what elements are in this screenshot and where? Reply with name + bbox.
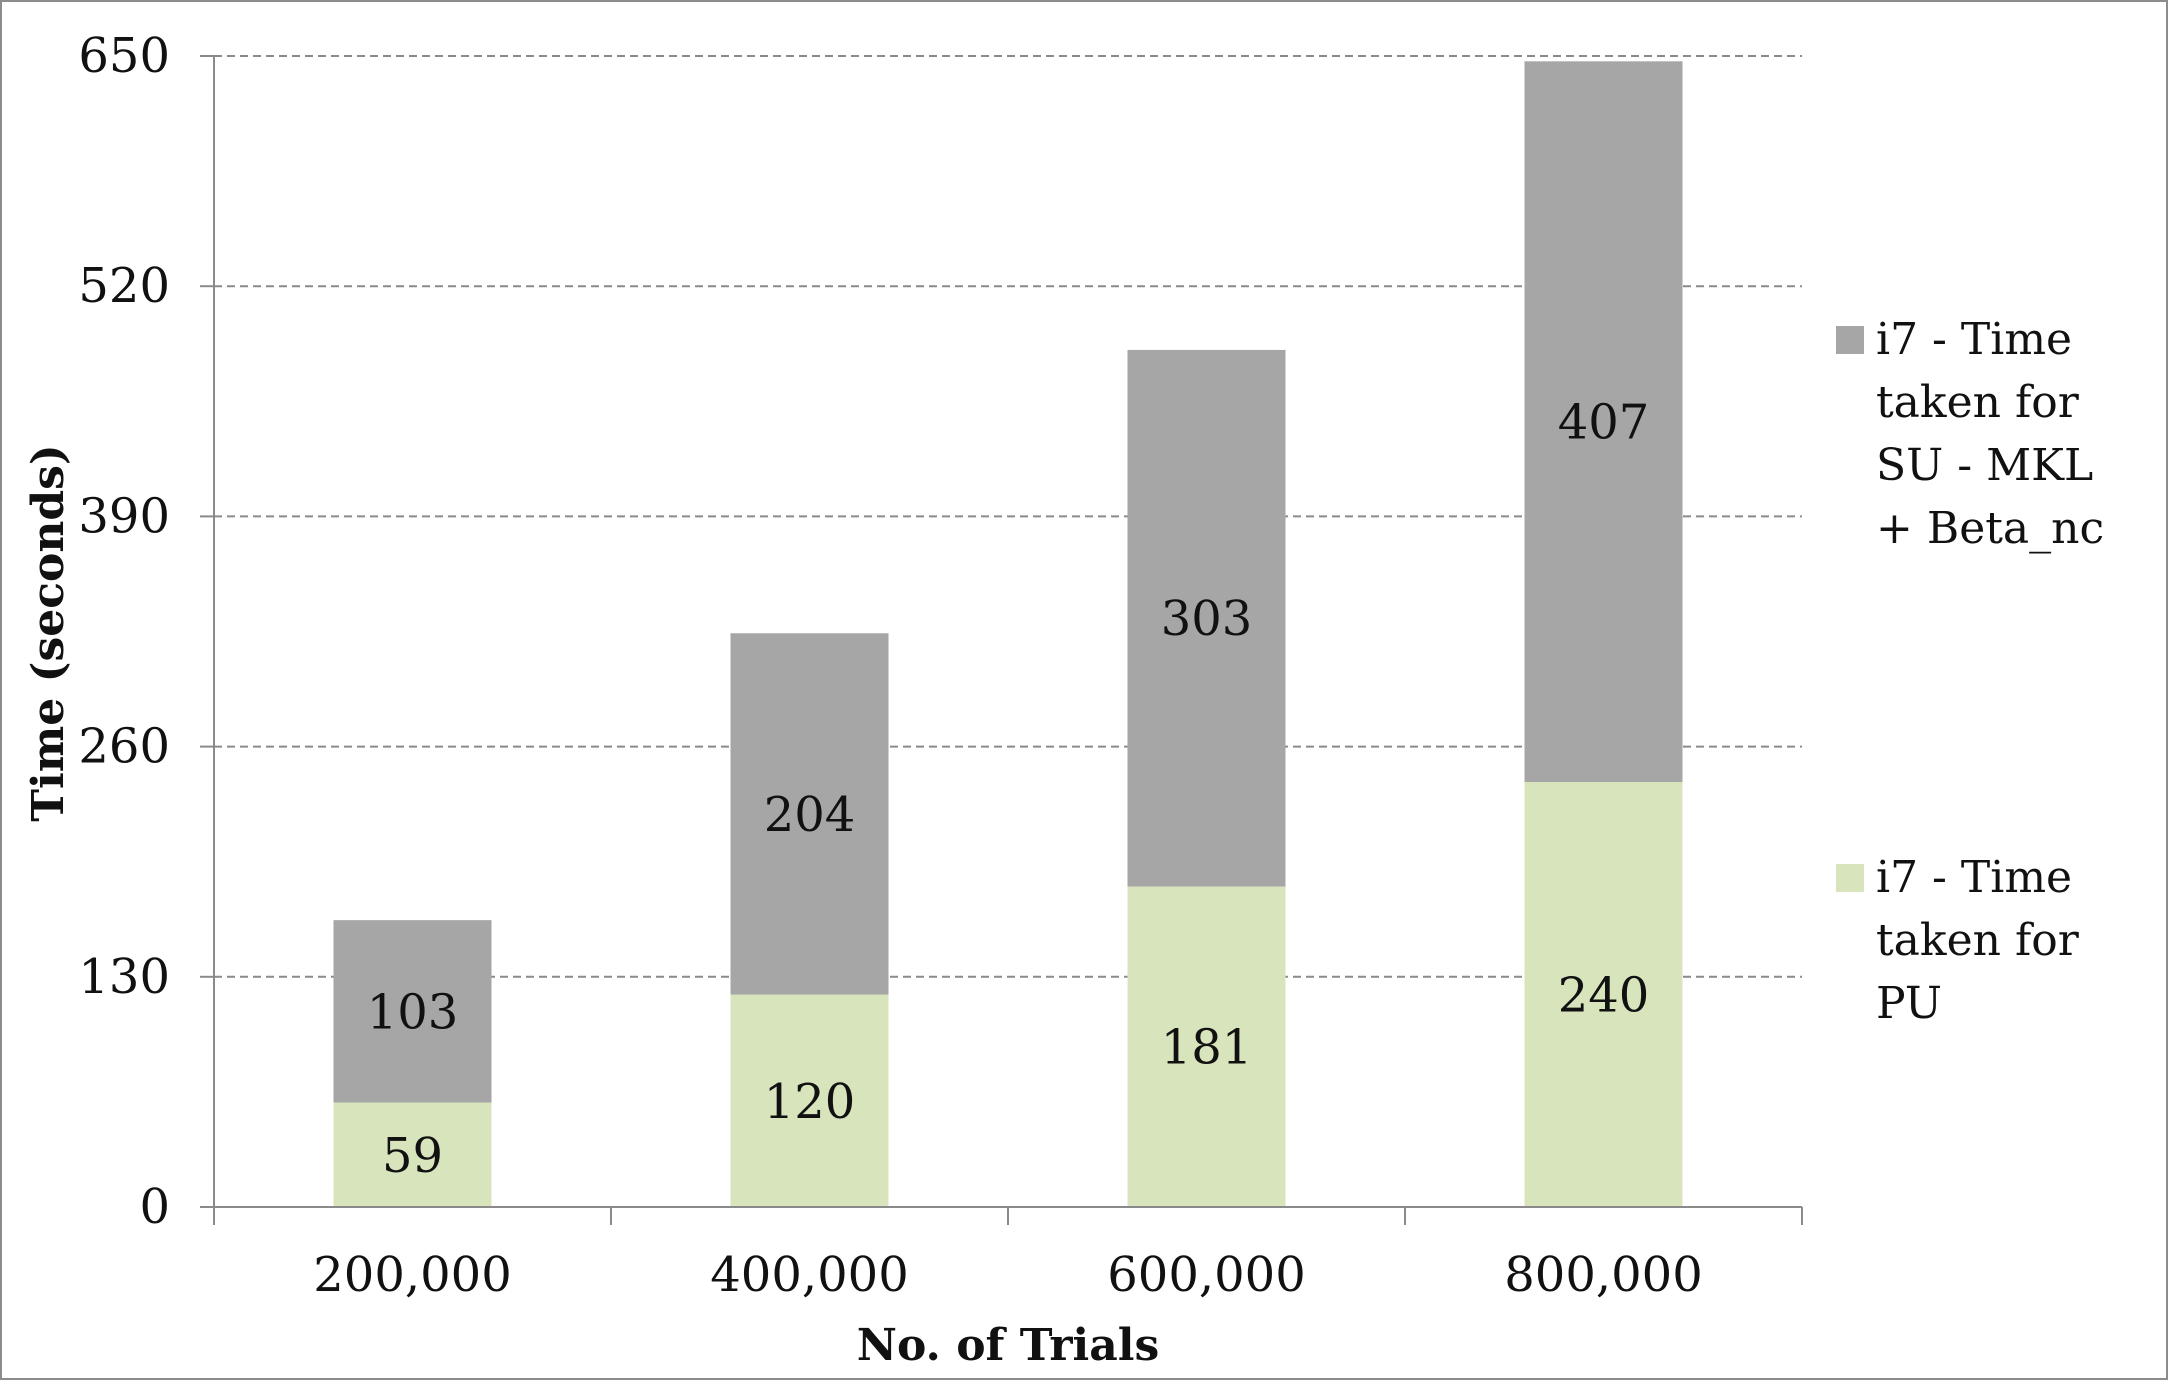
legend-swatch xyxy=(1836,326,1864,354)
y-tick-label: 0 xyxy=(139,1179,170,1235)
bar-segment xyxy=(730,633,889,995)
y-axis-title: Time (seconds) xyxy=(23,444,74,821)
data-label: 59 xyxy=(382,1128,443,1184)
legend-item: i7 - Time taken for PU xyxy=(1836,852,2080,1029)
data-label: 204 xyxy=(764,787,856,843)
axes: 0 130 260 390 520 650 200,000 400,000 600,000 800… xyxy=(78,28,1803,1303)
legend-label: i7 - Time taken for PU xyxy=(1876,852,2080,1029)
data-label: 303 xyxy=(1161,591,1253,647)
data-labels: 59 103 120 204 181 303 240 407 xyxy=(367,395,1650,1184)
data-label: 103 xyxy=(367,984,459,1040)
legend-swatch xyxy=(1836,864,1864,892)
data-label: 240 xyxy=(1558,968,1650,1024)
y-tick-label: 260 xyxy=(78,719,170,775)
bar-segment xyxy=(1524,61,1683,783)
bar-segment xyxy=(730,994,889,1207)
legend-label: i7 - Time taken for SU - MKL + Beta_nc xyxy=(1876,314,2104,554)
legend-item: i7 - Time taken for SU - MKL + Beta_nc xyxy=(1836,314,2104,554)
data-label: 120 xyxy=(764,1074,856,1130)
y-tick-label: 520 xyxy=(78,258,170,314)
legend: i7 - Time taken for SU - MKL + Beta_nc i7 - … xyxy=(1836,314,2104,1029)
bar-segment xyxy=(1127,886,1286,1207)
bar-segment xyxy=(1127,349,1286,887)
x-axis-title: No. of Trials xyxy=(857,1320,1159,1371)
bar-segment xyxy=(1524,782,1683,1207)
bar-segment xyxy=(333,1102,492,1207)
bar-segment xyxy=(333,920,492,1103)
data-label: 181 xyxy=(1161,1020,1253,1076)
bars xyxy=(333,61,1683,1207)
x-tick-label: 400,000 xyxy=(710,1247,909,1303)
x-tick-label: 600,000 xyxy=(1107,1247,1306,1303)
data-label: 407 xyxy=(1558,395,1650,451)
x-tick-label: 200,000 xyxy=(313,1247,512,1303)
y-tick-label: 390 xyxy=(78,488,170,544)
y-tick-label: 130 xyxy=(78,949,170,1005)
y-tick-label: 650 xyxy=(78,28,170,84)
x-tick-label: 800,000 xyxy=(1504,1247,1703,1303)
